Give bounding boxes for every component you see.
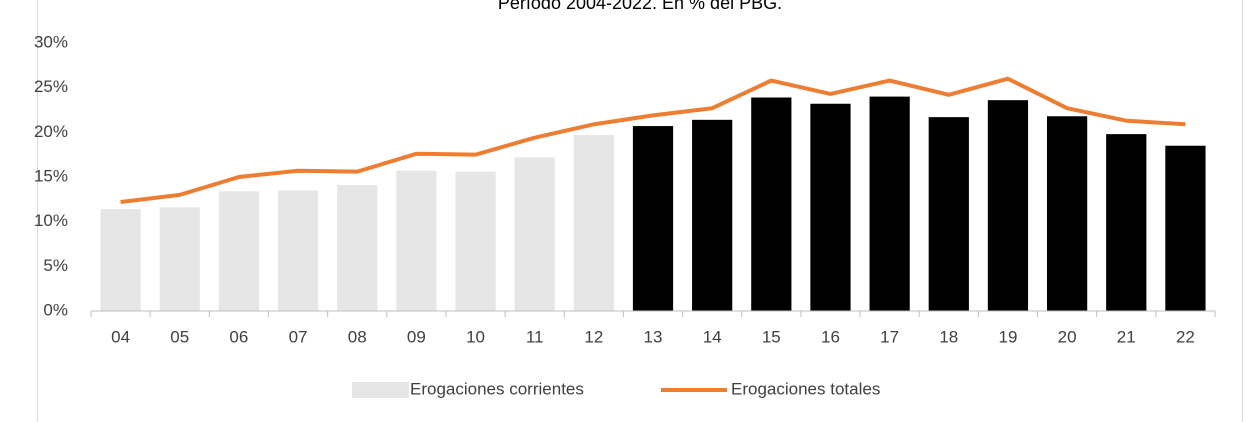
legend-label: Erogaciones totales [731, 379, 880, 398]
x-tick-label: 12 [584, 327, 603, 346]
bar [396, 170, 437, 311]
bar [692, 119, 733, 312]
x-tick-label: 17 [880, 327, 899, 346]
bar [987, 100, 1029, 311]
x-tick-label: 07 [289, 327, 308, 346]
x-tick-label: 20 [1058, 327, 1077, 346]
x-tick-label: 09 [407, 327, 426, 346]
bar [810, 103, 851, 311]
y-tick-label: 25% [34, 77, 68, 96]
chart-title: Período 2004-2022. En % del PBG. [498, 0, 782, 13]
x-tick-label: 08 [348, 327, 367, 346]
bar [455, 171, 496, 311]
x-tick-label: 18 [939, 327, 958, 346]
bar [573, 135, 614, 311]
x-tick-label: 16 [821, 327, 840, 346]
x-tick-label: 14 [703, 327, 722, 346]
x-tick-label: 21 [1117, 327, 1136, 346]
bar [100, 209, 141, 311]
y-tick-label: 15% [34, 166, 68, 185]
y-tick-label: 10% [34, 211, 68, 230]
legend-label: Erogaciones corrientes [410, 379, 584, 398]
bar [337, 185, 378, 311]
line [120, 76, 1186, 204]
x-tick-label: 10 [466, 327, 485, 346]
chart-frame [37, 0, 1243, 422]
bar [1046, 116, 1088, 312]
bar [928, 117, 969, 311]
x-tick-label: 06 [229, 327, 248, 346]
x-tick-label: 13 [644, 327, 663, 346]
bar [218, 191, 260, 311]
bar [1106, 134, 1147, 311]
x-tick-label: 22 [1176, 327, 1195, 346]
x-tick-label: 05 [170, 327, 189, 346]
y-tick-label: 5% [43, 256, 68, 275]
x-tick-label: 15 [762, 327, 781, 346]
bar [751, 97, 792, 311]
bar [514, 157, 555, 311]
legend-swatch [352, 382, 409, 398]
bar [277, 190, 319, 311]
bar [869, 96, 910, 311]
x-tick-label: 19 [998, 327, 1017, 346]
bar [632, 126, 674, 311]
bar [1165, 145, 1206, 311]
bar [159, 207, 200, 311]
y-tick-label: 20% [34, 122, 68, 141]
y-tick-label: 0% [43, 300, 68, 319]
y-tick-label: 30% [34, 32, 68, 51]
x-tick-label: 04 [111, 327, 130, 346]
x-tick-label: 11 [526, 327, 544, 346]
